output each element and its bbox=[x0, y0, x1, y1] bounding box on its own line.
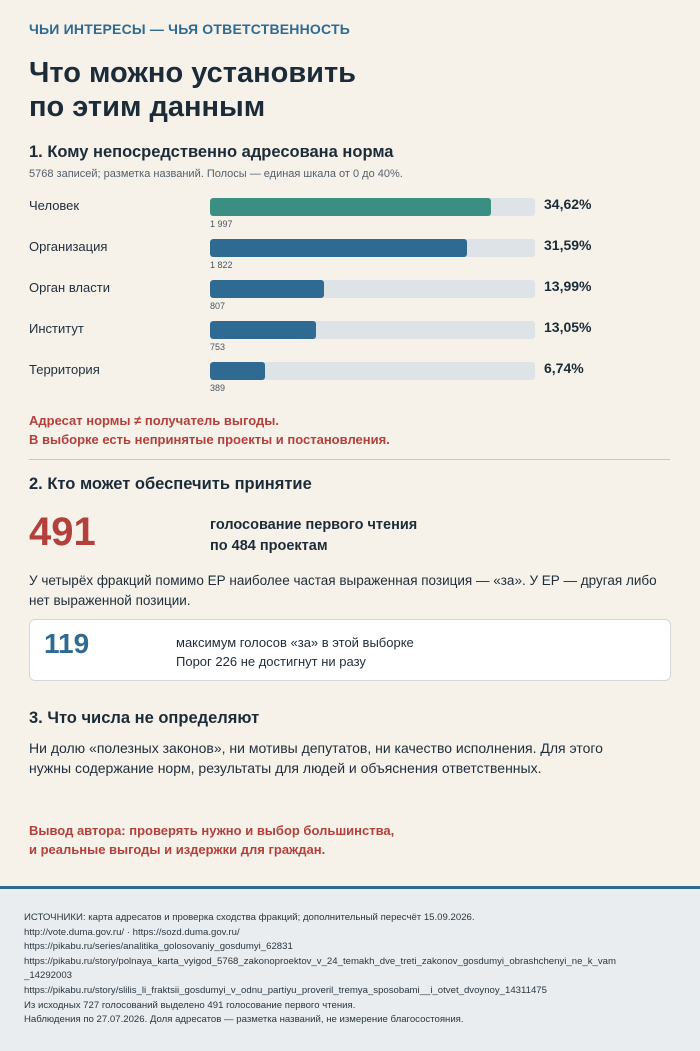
bar-value-label: 6,74% bbox=[544, 360, 584, 376]
bar-category-label: Орган власти bbox=[29, 280, 110, 295]
source-line: Из исходных 727 голосований выделено 491… bbox=[24, 999, 356, 1011]
bar-track bbox=[210, 321, 535, 339]
bar bbox=[210, 280, 324, 298]
source-line: https://pikabu.ru/story/polnaya_karta_vy… bbox=[24, 955, 616, 967]
bar-track bbox=[210, 198, 535, 216]
max-votes-number: 119 bbox=[44, 628, 90, 659]
section1-warning: Адресат нормы ≠ получатель выгоды. В выб… bbox=[29, 411, 390, 449]
author-conclusion: Вывод автора: проверять нужно и выбор бо… bbox=[29, 821, 394, 859]
card-line-1: максимум голосов «за» в этой выборке bbox=[176, 635, 414, 650]
page-title-line-2: по этим данным bbox=[29, 91, 266, 123]
page-title-line-1: Что можно установить bbox=[29, 57, 357, 89]
section2-heading: 2. Кто может обеспечить принятие bbox=[29, 475, 312, 493]
section1-note: 5768 записей; разметка названий. Полосы … bbox=[29, 168, 403, 180]
factions-paragraph-line-2: нет выраженной позиции. bbox=[29, 593, 191, 608]
source-line: https://pikabu.ru/series/analitika_golos… bbox=[24, 941, 293, 953]
factions-paragraph: У четырёх фракций помимо ЕР наиболее час… bbox=[29, 571, 674, 611]
big-desc-line-1: голосование первого чтения bbox=[210, 517, 418, 533]
bar bbox=[210, 239, 467, 257]
bar-category-label: Человек bbox=[29, 198, 80, 213]
sources-list: ИСТОЧНИКИ: карта адресатов и проверка сх… bbox=[24, 911, 676, 1028]
source-line: ИСТОЧНИКИ: карта адресатов и проверка сх… bbox=[24, 912, 475, 923]
source-line: http://vote.duma.gov.ru/ · https://sozd.… bbox=[24, 926, 240, 938]
max-votes-card: 119 максимум голосов «за» в этой выборке… bbox=[29, 619, 671, 681]
bar bbox=[210, 362, 265, 380]
limits-paragraph: Ни долю «полезных законов», ни мотивы де… bbox=[29, 738, 674, 778]
first-reading-votes-number: 491 bbox=[29, 510, 96, 554]
warning-line-2: В выборке есть непринятые проекты и пост… bbox=[29, 432, 390, 447]
big-desc-line-2: по 484 проектам bbox=[210, 538, 328, 554]
bar-count-label: 1 822 bbox=[210, 260, 233, 270]
bar-track bbox=[210, 280, 535, 298]
bar-row: Организация 1 822 31,59% bbox=[29, 237, 670, 279]
factions-paragraph-line-1: У четырёх фракций помимо ЕР наиболее час… bbox=[29, 573, 657, 588]
bar-count-label: 753 bbox=[210, 342, 226, 352]
kicker: ЧЬИ ИНТЕРЕСЫ — ЧЬЯ ОТВЕТСТВЕННОСТЬ bbox=[29, 21, 350, 37]
limits-paragraph-line-2: нужны содержание норм, результаты для лю… bbox=[29, 760, 542, 776]
sources-footer: ИСТОЧНИКИ: карта адресатов и проверка сх… bbox=[0, 886, 700, 1051]
bar-track bbox=[210, 239, 535, 257]
bar-row: Орган власти 807 13,99% bbox=[29, 278, 670, 320]
bar-count-label: 1 997 bbox=[210, 219, 233, 229]
bar-category-label: Институт bbox=[29, 321, 84, 336]
bar-count-label: 389 bbox=[210, 383, 226, 393]
card-line-2: Порог 226 не достигнут ни разу bbox=[176, 654, 366, 669]
bar bbox=[210, 321, 317, 339]
bar-value-label: 34,62% bbox=[544, 196, 592, 212]
source-line: Наблюдения по 27.07.2026. Доля адресатов… bbox=[24, 1014, 464, 1026]
source-line: _14292003 bbox=[24, 970, 73, 982]
section1-heading: 1. Кому непосредственно адресована норма bbox=[29, 143, 394, 161]
first-reading-votes-description: голосование первого чтения по 484 проект… bbox=[210, 515, 417, 557]
section3-heading: 3. Что числа не определяют bbox=[29, 709, 260, 727]
bar-row: Человек 1 997 34,62% bbox=[29, 196, 670, 238]
bar bbox=[210, 198, 492, 216]
limits-paragraph-line-1: Ни долю «полезных законов», ни мотивы де… bbox=[29, 740, 603, 756]
bar-row: Институт 753 13,05% bbox=[29, 319, 670, 361]
source-line: https://pikabu.ru/story/slilis_li_frakts… bbox=[24, 984, 547, 996]
conclusion-line-1: Вывод автора: проверять нужно и выбор бо… bbox=[29, 823, 395, 838]
bar-category-label: Организация bbox=[29, 239, 108, 254]
section-divider bbox=[29, 459, 670, 460]
max-votes-description: максимум голосов «за» в этой выборке Пор… bbox=[176, 633, 414, 671]
bar-value-label: 13,05% bbox=[544, 319, 592, 335]
bar-count-label: 807 bbox=[210, 301, 226, 311]
conclusion-line-2: и реальные выгоды и издержки для граждан… bbox=[29, 842, 326, 857]
warning-line-1: Адресат нормы ≠ получатель выгоды. bbox=[29, 413, 279, 428]
bar-value-label: 31,59% bbox=[544, 237, 592, 253]
bar-category-label: Территория bbox=[29, 362, 100, 377]
page-title: Что можно установить по этим данным bbox=[29, 56, 589, 124]
bar-row: Территория 389 6,74% bbox=[29, 360, 670, 402]
bar-track bbox=[210, 362, 535, 380]
bar-value-label: 13,99% bbox=[544, 278, 592, 294]
